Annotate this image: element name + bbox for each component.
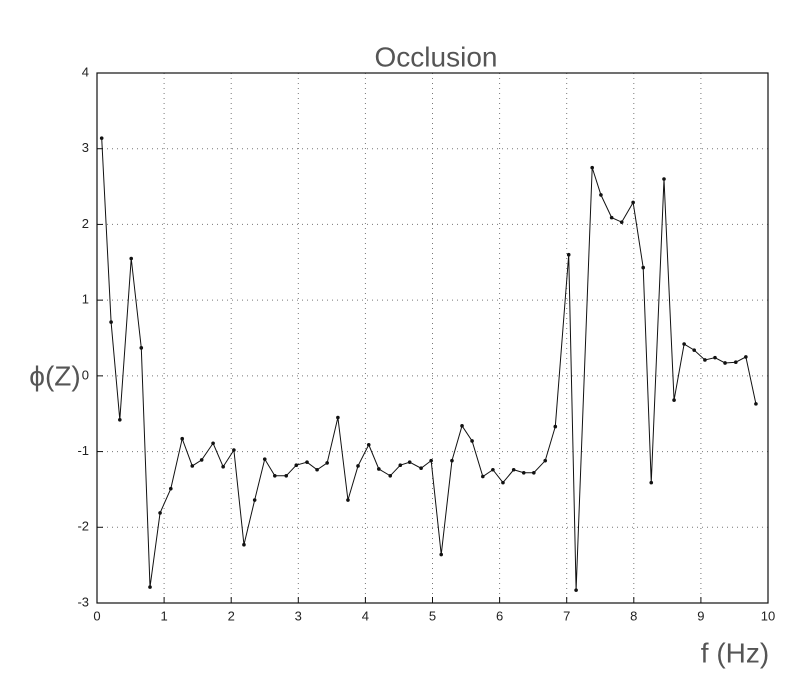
data-point — [242, 542, 246, 547]
y-tick-label: 1 — [82, 292, 89, 307]
data-point — [574, 588, 578, 592]
data-point — [398, 463, 403, 468]
data-point — [754, 402, 758, 406]
data-point — [109, 320, 113, 324]
data-point — [521, 470, 526, 475]
data-point — [566, 252, 571, 257]
y-tick-label: 3 — [82, 140, 89, 155]
data-point — [733, 360, 738, 365]
x-tick-label: 8 — [630, 608, 637, 623]
y-tick-label: 0 — [82, 367, 89, 382]
data-point — [190, 464, 195, 468]
data-point — [336, 415, 340, 420]
data-point — [481, 474, 485, 479]
x-tick-label: 3 — [295, 608, 302, 623]
plot-frame — [96, 72, 769, 604]
y-tick-label: 2 — [82, 216, 89, 231]
data-point — [631, 200, 635, 205]
y-axis-label: ϕ(Z) — [29, 360, 80, 391]
data-point — [388, 474, 393, 478]
data-point — [491, 467, 495, 472]
y-tick-label: -3 — [77, 594, 89, 609]
data-point — [129, 256, 134, 261]
data-point — [158, 511, 162, 515]
data-point — [169, 486, 173, 491]
data-point — [273, 474, 277, 478]
data-point — [713, 355, 717, 360]
data-point — [590, 165, 594, 170]
data-point — [221, 464, 225, 469]
data-point — [315, 467, 319, 472]
x-tick-label: 0 — [93, 608, 100, 623]
data-point — [262, 457, 267, 461]
data-point — [294, 463, 299, 468]
data-point — [672, 398, 676, 402]
x-tick-label: 9 — [697, 608, 704, 623]
data-point — [99, 136, 104, 140]
x-tick-label: 6 — [496, 608, 503, 623]
x-tick-label: 7 — [563, 608, 570, 623]
data-point — [407, 460, 412, 464]
data-point — [284, 474, 289, 478]
data-line — [101, 138, 757, 591]
data-point — [543, 458, 548, 463]
data-point — [599, 193, 603, 197]
data-point — [252, 498, 257, 502]
data-point — [662, 177, 666, 181]
x-tick-label: 4 — [362, 608, 369, 623]
chart-title: Occlusion — [375, 41, 498, 72]
data-point — [609, 215, 614, 220]
data-point — [148, 585, 152, 589]
data-point — [532, 470, 536, 475]
data-point — [377, 467, 381, 471]
data-point — [649, 480, 654, 485]
y-tick-label: 4 — [82, 64, 89, 79]
x-tick-label: 10 — [761, 608, 775, 623]
data-point — [450, 458, 454, 463]
data-point — [325, 461, 329, 465]
y-tick-label: -2 — [77, 519, 89, 534]
data-point — [180, 436, 185, 441]
x-tick-label: 1 — [160, 608, 167, 623]
data-point — [356, 464, 360, 468]
data-point — [366, 442, 371, 447]
data-point — [470, 439, 474, 443]
data-point — [305, 460, 309, 464]
data-point — [692, 348, 696, 352]
data-point — [118, 417, 122, 422]
x-tick-label: 2 — [228, 608, 235, 623]
data-point — [419, 466, 423, 471]
data-point — [703, 358, 707, 362]
data-point — [429, 458, 433, 463]
y-tick-label: -1 — [77, 443, 89, 458]
data-point — [501, 480, 505, 485]
data-point — [744, 355, 748, 359]
data-point — [460, 424, 464, 428]
data-point — [211, 441, 215, 446]
data-point — [723, 361, 727, 365]
x-axis-label: f (Hz) — [701, 637, 769, 668]
data-point — [232, 448, 236, 452]
data-point — [439, 552, 444, 557]
data-point — [641, 265, 645, 270]
data-point — [682, 342, 686, 346]
data-point — [199, 458, 204, 462]
data-point — [553, 424, 558, 429]
data-point — [139, 346, 144, 350]
data-point — [346, 498, 350, 502]
x-tick-label: 5 — [429, 608, 436, 623]
data-point — [511, 467, 516, 472]
data-point — [619, 220, 624, 224]
